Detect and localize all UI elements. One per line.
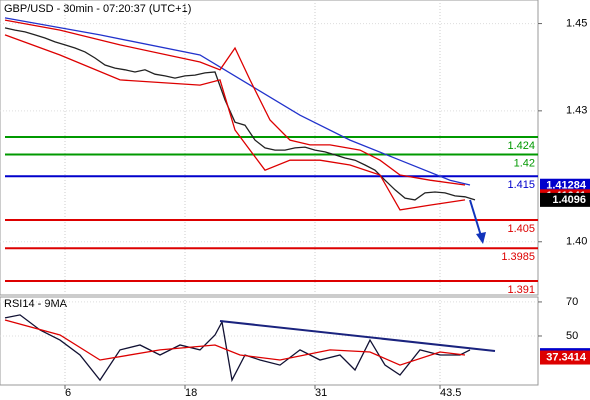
price-box-label: 1.4096 [552,194,586,206]
x-tick-label: 31 [315,387,327,399]
series-line [4,314,471,383]
rsi-title: RSI14 - 9MA [4,298,68,310]
arrow-shaft [469,199,482,237]
level-label: 1.415 [507,179,535,191]
level-label: 1.424 [507,140,535,152]
price-box-label: 1.41284 [546,180,587,192]
y-tick-label: 70 [566,296,578,308]
rsi-panel [0,296,539,386]
x-tick-label: 18 [185,387,197,399]
level-label: 1.405 [507,223,535,235]
chart-title: GBP/USD - 30min - 07:20:37 (UTC+1) [4,3,191,15]
price-box-label: 37.3414 [546,351,587,363]
series-line [4,17,471,186]
level-label: 1.42 [514,157,535,169]
price-box [540,350,590,365]
y-tick-label: 1.40 [566,236,587,248]
level-label: 1.3985 [501,251,535,263]
level-label: 1.391 [507,284,535,296]
y-tick-label: 1.45 [566,17,587,29]
y-tick-label: 50 [566,330,578,342]
x-tick-label: 6 [65,387,71,399]
series-line [4,34,466,211]
x-tick-label: 43.5 [440,387,461,399]
price-panel [0,0,539,296]
price-box [540,178,590,193]
series-line [4,319,466,366]
trend-line [219,320,496,352]
price-box [540,192,590,207]
series-line [4,19,466,186]
series-line [4,27,476,201]
arrow-head [476,232,486,244]
y-tick-label: 1.43 [566,105,587,117]
